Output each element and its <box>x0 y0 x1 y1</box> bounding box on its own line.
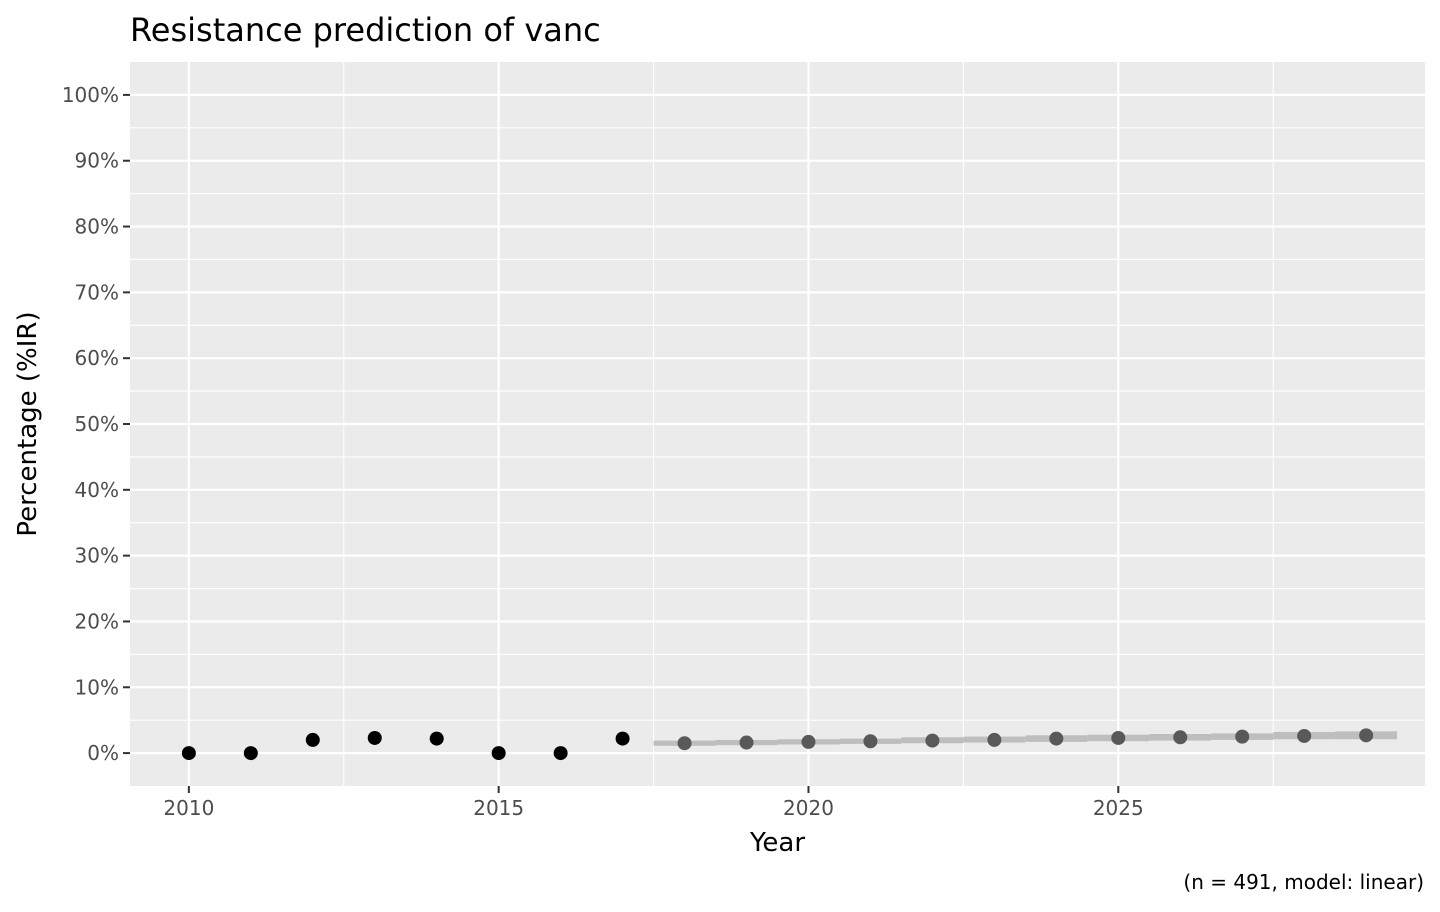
y-tick-label: 70% <box>75 280 119 304</box>
chart-title: Resistance prediction of vanc <box>130 11 601 49</box>
observed-point <box>243 746 258 761</box>
x-tick-label: 2025 <box>1093 796 1144 820</box>
predicted-point <box>801 734 816 749</box>
y-tick-label: 0% <box>87 741 119 765</box>
y-tick-label: 40% <box>75 478 119 502</box>
observed-point <box>615 731 630 746</box>
observed-point <box>305 732 320 747</box>
predicted-point <box>739 735 754 750</box>
observed-point <box>491 746 506 761</box>
predicted-point <box>1049 731 1064 746</box>
y-tick-label: 10% <box>75 675 119 699</box>
predicted-point <box>925 733 940 748</box>
predicted-point <box>863 734 878 749</box>
predicted-point <box>1235 729 1250 744</box>
x-axis-title: Year <box>749 828 805 858</box>
y-tick-label: 100% <box>62 83 119 107</box>
y-tick-label: 20% <box>75 609 119 633</box>
data-points <box>181 728 1374 761</box>
chart-caption: (n = 491, model: linear) <box>1183 870 1424 894</box>
predicted-point <box>1297 728 1312 743</box>
x-tick-label: 2020 <box>783 796 834 820</box>
y-axis: 0% 10% 20% 30% 40% 50% 60% 70% 80% 90% 100% <box>62 83 130 765</box>
grid-lines <box>130 62 1425 786</box>
predicted-point <box>1173 730 1188 745</box>
x-tick-label: 2010 <box>163 796 214 820</box>
y-tick-label: 90% <box>75 149 119 173</box>
y-tick-label: 80% <box>75 215 119 239</box>
predicted-point <box>1111 730 1126 745</box>
observed-point <box>181 746 196 761</box>
y-axis-title: Percentage (%IR) <box>13 311 43 536</box>
x-tick-label: 2015 <box>473 796 524 820</box>
observed-point <box>367 730 382 745</box>
y-tick-label: 50% <box>75 412 119 436</box>
predicted-point <box>987 732 1002 747</box>
y-tick-label: 60% <box>75 346 119 370</box>
predicted-point <box>1359 728 1374 743</box>
observed-point <box>429 731 444 746</box>
predicted-point <box>677 736 692 751</box>
observed-point <box>553 746 568 761</box>
x-axis: 2010 2015 2020 2025 <box>163 786 1144 820</box>
y-tick-label: 30% <box>75 544 119 568</box>
